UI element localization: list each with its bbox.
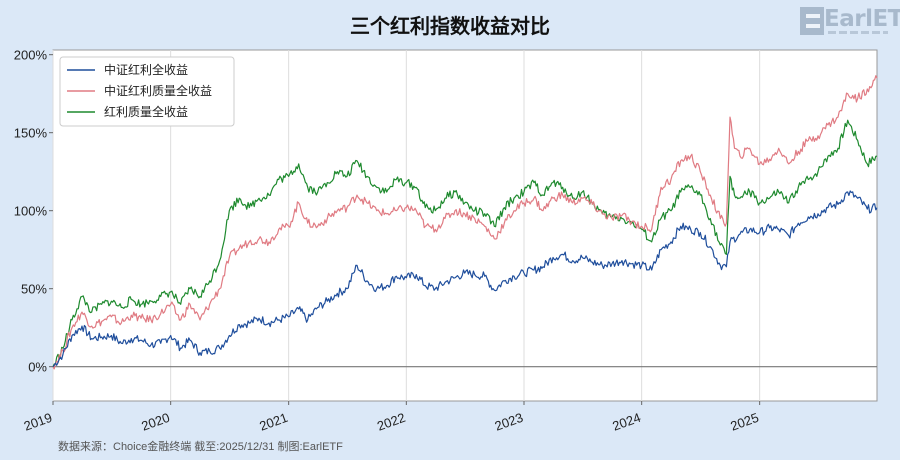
- x-tick-label: 2024: [610, 410, 642, 434]
- y-tick-label: 200%: [14, 48, 48, 63]
- legend-label-2: 红利质量全收益: [104, 104, 188, 119]
- logo-subtitle-mark: [828, 31, 888, 34]
- y-tick-label: 0%: [28, 360, 47, 375]
- logo-text: EarlETF: [824, 6, 900, 32]
- series-line-0: [52, 190, 878, 368]
- x-tick-label: 2023: [493, 410, 525, 434]
- x-tick-label: 2020: [139, 410, 171, 434]
- chart-title: 三个红利指数收益对比: [350, 14, 550, 38]
- y-tick-label: 150%: [14, 126, 48, 141]
- x-axis: 2019 2020 2021 2022 2023 2024 2025: [22, 401, 761, 434]
- source-note: 数据来源：Choice金融终端 截至:2025/12/31 制图:EarlETF: [58, 441, 343, 453]
- series-line-2: [52, 119, 878, 367]
- legend-label-0: 中证红利全收益: [104, 62, 188, 77]
- logo-e-icon: [800, 7, 824, 35]
- y-tick-label: 50%: [21, 282, 47, 297]
- series-layer: [52, 75, 878, 370]
- earletf-logo: EarlETF: [800, 6, 900, 39]
- y-axis: 0% 50% 100% 150% 200%: [14, 48, 53, 375]
- legend-box: [59, 56, 235, 127]
- series-line-1: [52, 75, 878, 370]
- x-tick-label: 2025: [728, 410, 760, 434]
- x-tick-label: 2021: [257, 410, 289, 434]
- legend-label-1: 中证红利质量全收益: [104, 83, 212, 98]
- x-tick-label: 2022: [375, 410, 407, 434]
- x-tick-label: 2019: [22, 410, 54, 434]
- y-tick-label: 100%: [14, 204, 48, 219]
